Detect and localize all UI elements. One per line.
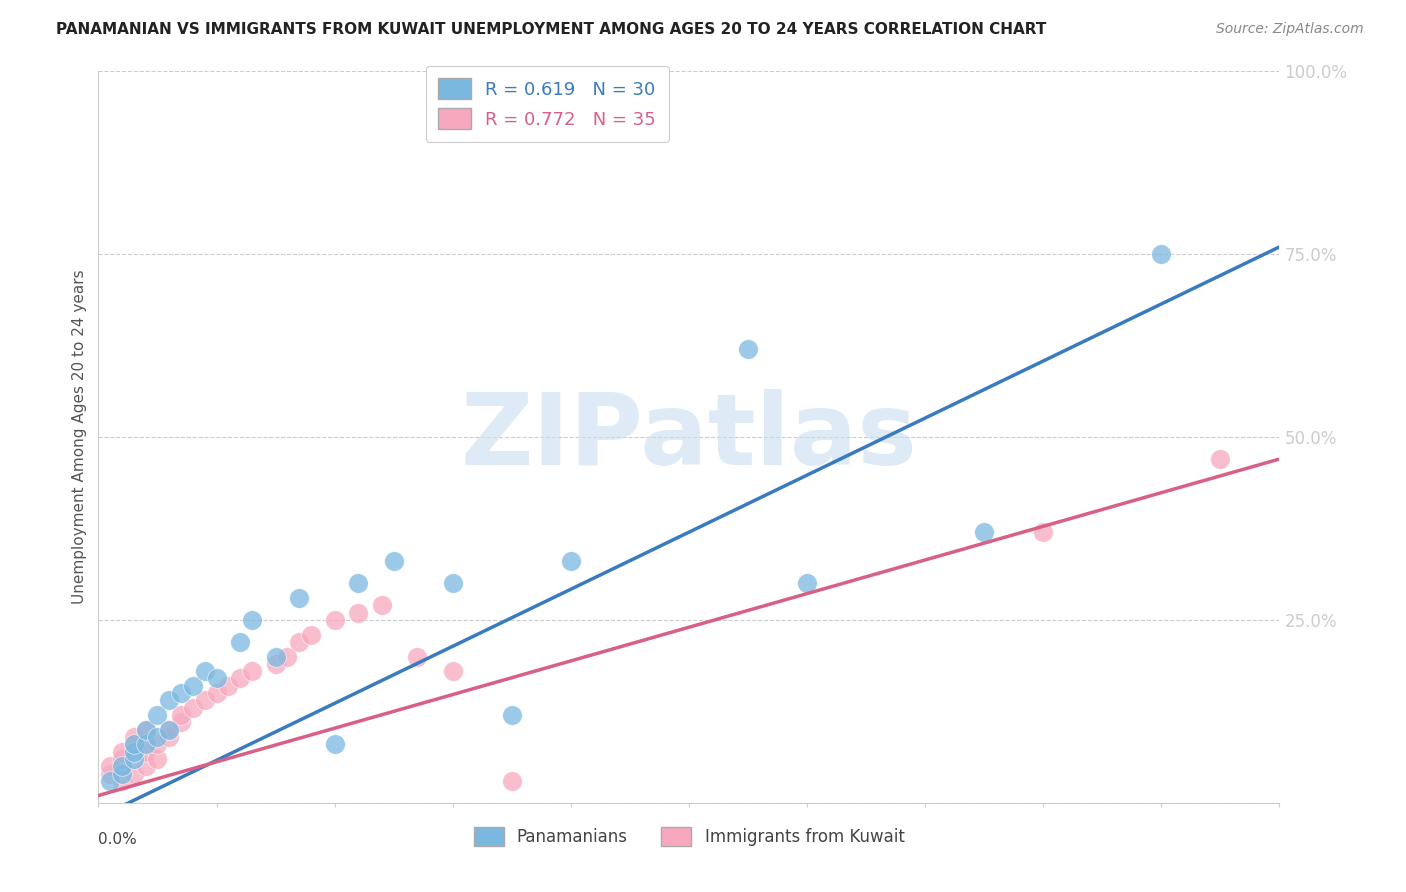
- Point: [98, 773, 121, 788]
- Point: [323, 613, 346, 627]
- Point: [229, 672, 252, 686]
- Point: [441, 664, 464, 678]
- Point: [194, 693, 217, 707]
- Point: [111, 752, 134, 766]
- Text: Source: ZipAtlas.com: Source: ZipAtlas.com: [1216, 22, 1364, 37]
- Point: [229, 635, 252, 649]
- Point: [135, 723, 157, 737]
- Legend: Panamanians, Immigrants from Kuwait: Panamanians, Immigrants from Kuwait: [467, 821, 911, 853]
- Point: [135, 723, 157, 737]
- Point: [170, 686, 193, 700]
- Point: [371, 599, 394, 613]
- Point: [170, 708, 193, 723]
- Text: 0.0%: 0.0%: [98, 832, 138, 847]
- Point: [796, 576, 818, 591]
- Point: [205, 672, 228, 686]
- Point: [111, 773, 134, 788]
- Point: [122, 737, 145, 751]
- Point: [181, 700, 204, 714]
- Point: [157, 723, 180, 737]
- Point: [1150, 247, 1173, 261]
- Point: [1209, 452, 1232, 467]
- Point: [135, 745, 157, 759]
- Point: [122, 752, 145, 766]
- Point: [323, 737, 346, 751]
- Point: [98, 759, 121, 773]
- Y-axis label: Unemployment Among Ages 20 to 24 years: Unemployment Among Ages 20 to 24 years: [72, 269, 87, 605]
- Point: [122, 766, 145, 780]
- Point: [560, 554, 582, 568]
- Point: [157, 730, 180, 744]
- Point: [501, 773, 523, 788]
- Point: [157, 693, 180, 707]
- Point: [1032, 525, 1054, 540]
- Point: [288, 635, 311, 649]
- Point: [157, 723, 180, 737]
- Point: [111, 766, 134, 780]
- Text: ZIPatlas: ZIPatlas: [461, 389, 917, 485]
- Text: PANAMANIAN VS IMMIGRANTS FROM KUWAIT UNEMPLOYMENT AMONG AGES 20 TO 24 YEARS CORR: PANAMANIAN VS IMMIGRANTS FROM KUWAIT UNE…: [56, 22, 1046, 37]
- Point: [146, 752, 169, 766]
- Point: [98, 766, 121, 780]
- Point: [205, 686, 228, 700]
- Point: [264, 657, 287, 671]
- Point: [299, 627, 322, 641]
- Point: [122, 745, 145, 759]
- Point: [382, 554, 405, 568]
- Point: [288, 591, 311, 605]
- Point: [347, 576, 370, 591]
- Point: [111, 759, 134, 773]
- Point: [194, 664, 217, 678]
- Point: [217, 679, 239, 693]
- Point: [737, 343, 759, 357]
- Point: [264, 649, 287, 664]
- Point: [347, 606, 370, 620]
- Point: [276, 649, 298, 664]
- Point: [170, 715, 193, 730]
- Point: [501, 708, 523, 723]
- Point: [406, 649, 429, 664]
- Point: [240, 664, 263, 678]
- Point: [441, 576, 464, 591]
- Point: [135, 737, 157, 751]
- Point: [973, 525, 995, 540]
- Point: [146, 737, 169, 751]
- Point: [181, 679, 204, 693]
- Point: [122, 737, 145, 751]
- Point: [122, 730, 145, 744]
- Point: [135, 759, 157, 773]
- Point: [111, 745, 134, 759]
- Point: [240, 613, 263, 627]
- Point: [146, 708, 169, 723]
- Point: [146, 730, 169, 744]
